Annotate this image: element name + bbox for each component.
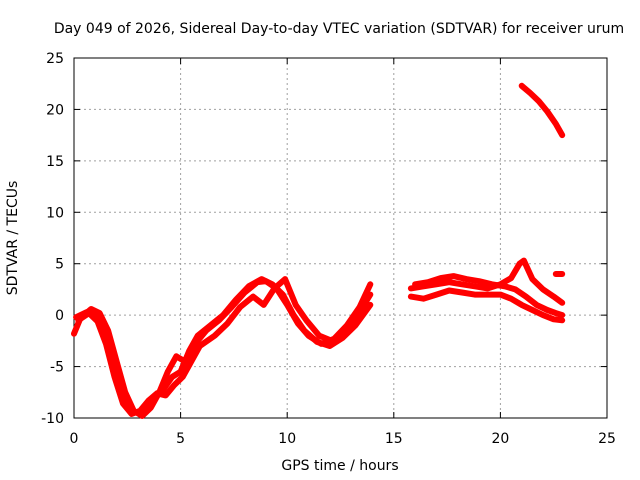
x-tick-label: 10 — [278, 431, 296, 447]
x-tick-label: 25 — [598, 431, 616, 447]
series-track-3 — [75, 276, 374, 417]
y-axis-label: SDTVAR / TECUs — [5, 181, 21, 296]
y-tick-label: -10 — [41, 411, 64, 427]
y-tick-label: 10 — [46, 205, 64, 221]
plot-frame — [73, 57, 608, 419]
series-layer — [71, 82, 566, 419]
grid-lines — [74, 58, 607, 418]
series-track-5 — [407, 287, 566, 324]
series-track-6 — [412, 273, 566, 319]
y-tick-label: 15 — [46, 154, 64, 170]
x-tick-label: 0 — [70, 431, 79, 447]
x-tick-label: 5 — [176, 431, 185, 447]
x-tick-label: 15 — [385, 431, 403, 447]
axis-ticks: 0 5 10 15 20 25 -10 -5 0 5 10 15 20 25 — [41, 51, 616, 447]
chart-title: Day 049 of 2026, Sidereal Day-to-day VTE… — [54, 21, 624, 37]
y-tick-label: 20 — [46, 102, 64, 118]
x-axis-label: GPS time / hours — [281, 458, 398, 474]
y-tick-label: 5 — [55, 257, 64, 273]
y-tick-label: 0 — [55, 308, 64, 324]
x-tick-label: 20 — [491, 431, 509, 447]
y-tick-label: -5 — [50, 360, 64, 376]
series-track-7 — [518, 82, 566, 139]
y-tick-label: 25 — [46, 51, 64, 67]
